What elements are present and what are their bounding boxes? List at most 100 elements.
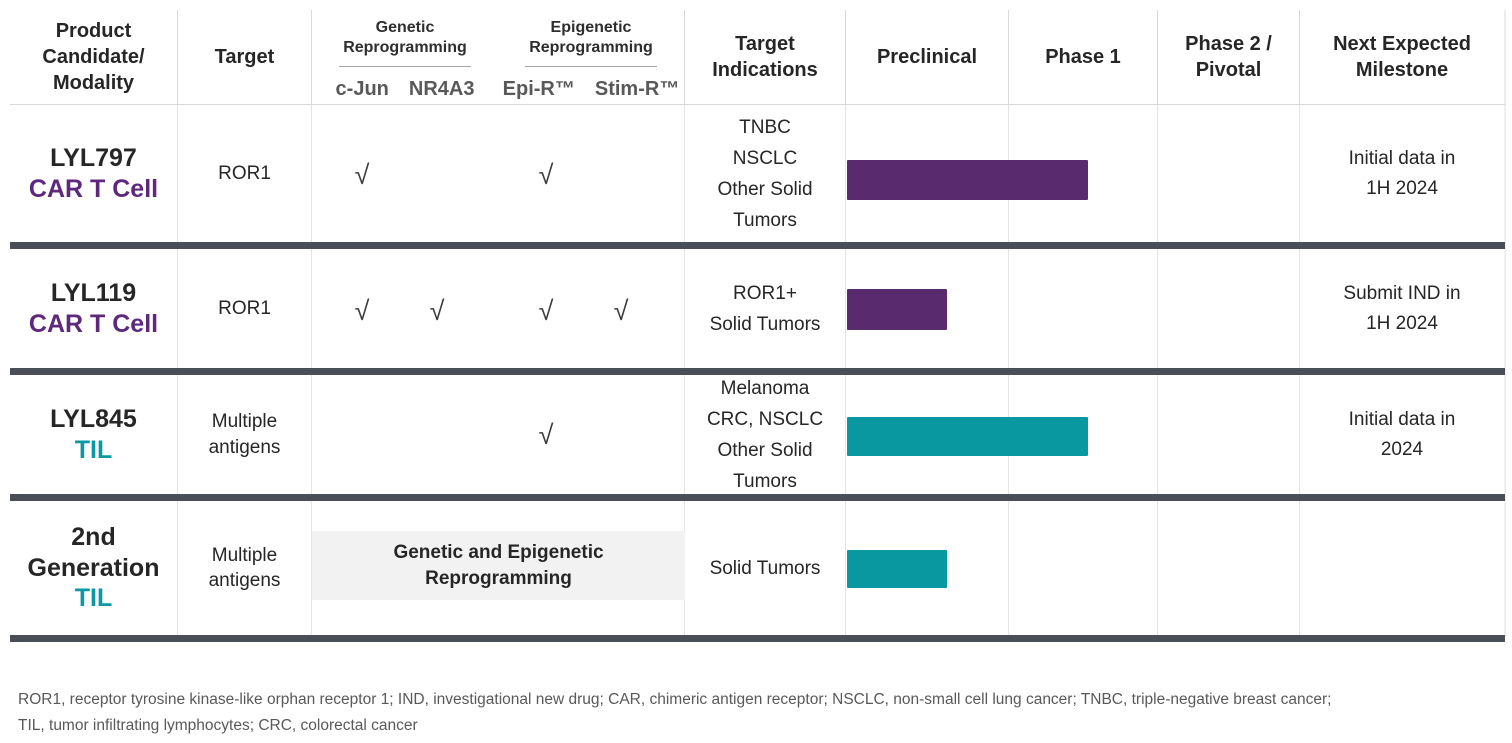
col-header-target-label: Target [214, 46, 275, 68]
product-name: LYL119 [50, 279, 137, 307]
epigenetic-reprogramming-group: Epigenetic Reprogramming Epi-R™ Stim-R™ [498, 10, 684, 104]
genetic-reprogramming-group: Genetic Reprogramming c-Jun NR4A3 [312, 10, 498, 104]
reprogramming-box-label: Genetic and Epigenetic Reprogramming [393, 541, 604, 589]
row-separator [10, 368, 1505, 375]
row-separator [10, 242, 1505, 249]
indication-line: Tumors [733, 470, 797, 492]
col-header-product-label: Product Candidate/ Modality [42, 20, 145, 94]
indication-line: Melanoma [720, 377, 810, 399]
check-lyl797-c-jun: √ [354, 160, 370, 190]
target-cell: ROR1 [178, 249, 312, 368]
col-header-target: Target [178, 10, 312, 104]
product-cell: LYL845 TIL [10, 375, 178, 494]
epigenetic-group-title: Epigenetic Reprogramming [529, 19, 653, 56]
genetic-group-underline [339, 66, 471, 67]
check-lyl119-epi-r: √ [538, 296, 554, 326]
milestone-line: 2024 [1380, 438, 1424, 460]
product-cell: LYL797 CAR T Cell [10, 105, 178, 242]
col-header-phase2-label: Phase 2 / Pivotal [1185, 33, 1272, 81]
subcol-nr4a3: NR4A3 [408, 78, 475, 100]
target-value: Multiple antigens [208, 544, 281, 591]
product-cell: LYL119 CAR T Cell [10, 249, 178, 368]
indication-line: Solid Tumors [709, 557, 821, 579]
col-header-indications: Target Indications [685, 10, 846, 104]
subcol-stim-r: Stim-R™ [594, 78, 680, 100]
indication-line: CRC, NSCLC [706, 408, 824, 430]
indication-line: NSCLC [732, 147, 798, 169]
phase1-cell [1009, 375, 1158, 494]
reprogramming-groups: Genetic Reprogramming c-Jun NR4A3 Epigen… [312, 10, 684, 104]
indications-cell: Solid Tumors [685, 501, 846, 635]
target-cell: Multiple antigens [178, 501, 312, 635]
preclinical-cell [846, 249, 1009, 368]
epigenetic-subcolumns: Epi-R™ Stim-R™ [503, 76, 680, 102]
genetic-subcolumns: c-Jun NR4A3 [336, 76, 475, 102]
reprogramming-cell [312, 375, 685, 494]
indication-line: TNBC [739, 116, 791, 138]
phase1-cell [1009, 249, 1158, 368]
milestone-line: Initial data in [1348, 148, 1456, 170]
col-header-product: Product Candidate/ Modality [10, 10, 178, 104]
check-lyl119-c-jun: √ [354, 296, 370, 326]
milestone-line: Submit IND in [1343, 283, 1461, 305]
phase2-cell [1158, 501, 1300, 635]
footnote-line-2: TIL, tumor infiltrating lymphocytes; CRC… [18, 717, 418, 735]
col-header-reprogramming: Genetic Reprogramming c-Jun NR4A3 Epigen… [312, 10, 685, 104]
col-header-phase1-label: Phase 1 [1045, 46, 1121, 68]
milestone-cell: Initial data in 1H 2024 [1300, 105, 1505, 242]
milestone-line: 1H 2024 [1366, 312, 1438, 334]
reprogramming-cell [312, 105, 685, 242]
indication-line: Tumors [733, 209, 797, 231]
milestone-line: Initial data in [1348, 409, 1456, 431]
col-header-milestone-label: Next Expected Milestone [1333, 33, 1471, 81]
product-name: LYL845 [50, 405, 137, 433]
progress-bar-lyl845 [847, 417, 1088, 456]
target-cell: ROR1 [178, 105, 312, 242]
epigenetic-group-underline [525, 66, 657, 67]
indications-cell: Melanoma CRC, NSCLC Other Solid Tumors [685, 375, 846, 494]
table-row-lyl845: LYL845 TIL Multiple antigens Melanoma CR… [10, 375, 1505, 494]
table-header-row: Product Candidate/ Modality Target Genet… [10, 10, 1505, 104]
milestone-cell: Initial data in 2024 [1300, 375, 1505, 494]
milestone-cell: Submit IND in 1H 2024 [1300, 249, 1505, 368]
phase2-cell [1158, 105, 1300, 242]
table-row-lyl797: LYL797 CAR T Cell ROR1 TNBC NSCLC Other … [10, 105, 1505, 242]
target-value: Multiple antigens [208, 411, 281, 458]
subcol-c-jun: c-Jun [335, 78, 389, 100]
target-cell: Multiple antigens [178, 375, 312, 494]
progress-bar-lyl119 [847, 289, 947, 330]
phase2-cell [1158, 375, 1300, 494]
table-bottom-border [10, 635, 1505, 642]
target-value: ROR1 [218, 162, 271, 184]
header-divider [10, 104, 1505, 105]
footnote-line-1: ROR1, receptor tyrosine kinase-like orph… [18, 691, 1332, 708]
indications-cell: TNBC NSCLC Other Solid Tumors [685, 105, 846, 242]
col-header-preclinical-label: Preclinical [876, 46, 978, 68]
indication-line: ROR1+ [733, 282, 797, 304]
check-lyl797-epi-r: √ [538, 160, 554, 190]
table-right-border [1505, 10, 1506, 636]
product-modality: TIL [74, 435, 113, 464]
target-value: ROR1 [218, 297, 271, 319]
col-header-phase2: Phase 2 / Pivotal [1158, 10, 1300, 104]
progress-bar-lyl797 [847, 160, 1088, 200]
milestone-line: 1H 2024 [1366, 177, 1438, 199]
reprogramming-cell [312, 249, 685, 368]
check-lyl119-nr4a3: √ [429, 296, 445, 326]
phase1-cell [1009, 501, 1158, 635]
product-modality: TIL [74, 584, 113, 613]
preclinical-cell [846, 501, 1009, 635]
check-lyl845-epi-r: √ [538, 420, 554, 450]
check-lyl119-stim-r: √ [613, 296, 629, 326]
table-row-2nd-gen-til: 2nd Generation TIL Multiple antigens Sol… [10, 501, 1505, 635]
col-header-phase1: Phase 1 [1009, 10, 1158, 104]
milestone-cell [1300, 501, 1505, 635]
phase1-cell [1009, 105, 1158, 242]
product-modality: CAR T Cell [28, 309, 159, 338]
subcol-epi-r: Epi-R™ [502, 78, 575, 100]
footnote: ROR1, receptor tyrosine kinase-like orph… [18, 687, 1498, 739]
row-separator [10, 494, 1505, 501]
col-header-preclinical: Preclinical [846, 10, 1009, 104]
indication-line: Other Solid [717, 178, 813, 200]
